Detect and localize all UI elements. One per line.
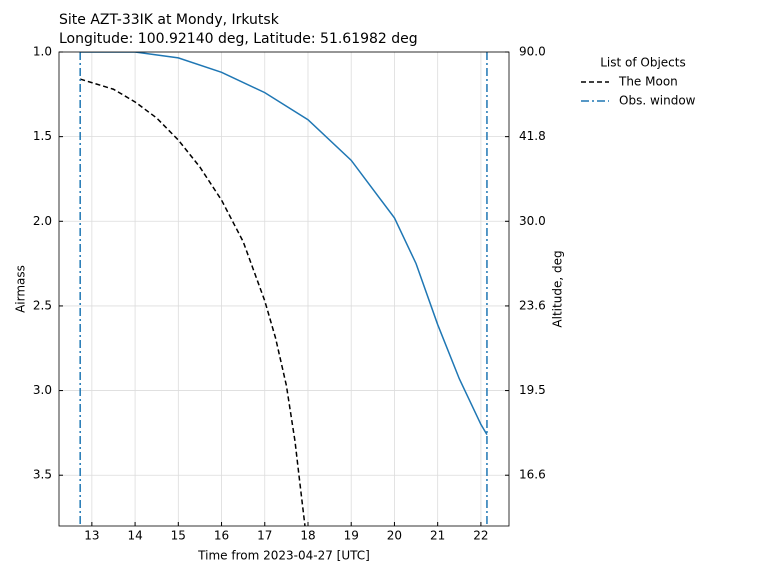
- data-line: [79, 78, 306, 526]
- data-line: [80, 52, 488, 435]
- y2-tick-label: 30.0: [519, 214, 546, 228]
- y2-tick-label: 23.6: [519, 298, 546, 312]
- chart-title: Site AZT-33IK at Mondy, Irkutsk: [59, 12, 280, 28]
- y2-tick-label: 19.5: [519, 383, 546, 397]
- legend-title: List of Objects: [600, 56, 686, 70]
- y-tick-label: 2.5: [33, 298, 52, 312]
- y-tick-label: 1.0: [33, 45, 52, 59]
- y-axis-label: Airmass: [14, 265, 28, 313]
- x-tick-label: 22: [473, 529, 488, 543]
- y-tick-label: 2.0: [33, 214, 52, 228]
- x-axis-label: Time from 2023-04-27 [UTC]: [197, 549, 370, 563]
- x-tick-label: 17: [257, 529, 272, 543]
- x-tick-label: 18: [300, 529, 315, 543]
- y2-tick-label: 90.0: [519, 45, 546, 59]
- x-tick-label: 19: [344, 529, 359, 543]
- x-tick-label: 21: [430, 529, 445, 543]
- y-tick-label: 1.5: [33, 129, 52, 143]
- y2-tick-label: 41.8: [519, 129, 546, 143]
- y-tick-label: 3.0: [33, 383, 52, 397]
- x-tick-label: 16: [214, 529, 229, 543]
- legend-label: Obs. window: [619, 94, 696, 108]
- y2-tick-label: 16.6: [519, 468, 546, 482]
- x-tick-label: 13: [84, 529, 99, 543]
- legend-label: The Moon: [618, 75, 678, 89]
- y2-axis-label: Altitude, deg: [551, 250, 565, 327]
- y-tick-label: 3.5: [33, 468, 52, 482]
- chart-subtitle: Longitude: 100.92140 deg, Latitude: 51.6…: [59, 31, 418, 47]
- x-tick-label: 15: [171, 529, 186, 543]
- x-tick-label: 14: [127, 529, 142, 543]
- plot-frame: [58, 51, 510, 527]
- x-tick-label: 20: [387, 529, 402, 543]
